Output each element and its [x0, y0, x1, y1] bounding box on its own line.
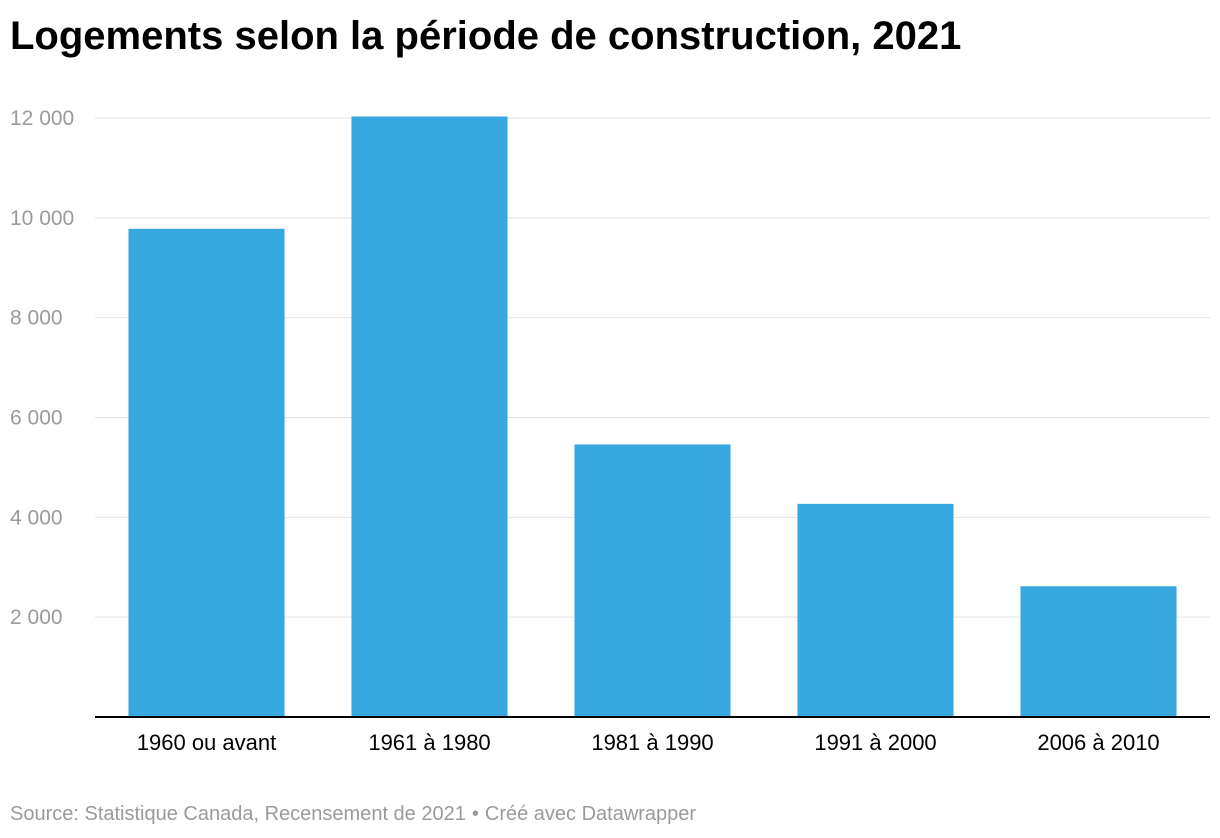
y-tick-label: 2 000	[10, 606, 63, 629]
x-tick-label: 1961 à 1980	[368, 730, 490, 755]
y-tick-label: 6 000	[10, 407, 63, 430]
footer: Source: Statistique Canada, Recensement …	[10, 802, 696, 826]
bar[interactable]	[128, 228, 285, 717]
chart-title: Logements selon la période de constructi…	[10, 14, 962, 58]
y-tick-label: 10 000	[10, 207, 74, 230]
bar[interactable]	[351, 116, 508, 717]
bar[interactable]	[574, 444, 731, 717]
datawrapper-credit-link[interactable]: Créé avec Datawrapper	[484, 803, 697, 825]
labels: 2 000 4 000 6 000 8 000 10 000 12 000 1960 ou …	[10, 107, 1160, 755]
x-tick-label: 2006 à 2010	[1037, 730, 1159, 755]
x-tick-label: 1991 à 2000	[814, 730, 936, 755]
footer-separator: •	[471, 803, 479, 825]
x-tick-label: 1981 à 1990	[591, 730, 713, 755]
bars	[128, 116, 1177, 717]
source-text: Source: Statistique Canada, Recensement …	[10, 803, 466, 825]
y-tick-label: 12 000	[10, 107, 74, 130]
y-tick-label: 4 000	[10, 506, 63, 529]
y-tick-label: 8 000	[10, 307, 63, 330]
bar[interactable]	[797, 503, 954, 717]
x-tick-label: 1960 ou avant	[137, 730, 276, 755]
bar[interactable]	[1020, 586, 1177, 717]
